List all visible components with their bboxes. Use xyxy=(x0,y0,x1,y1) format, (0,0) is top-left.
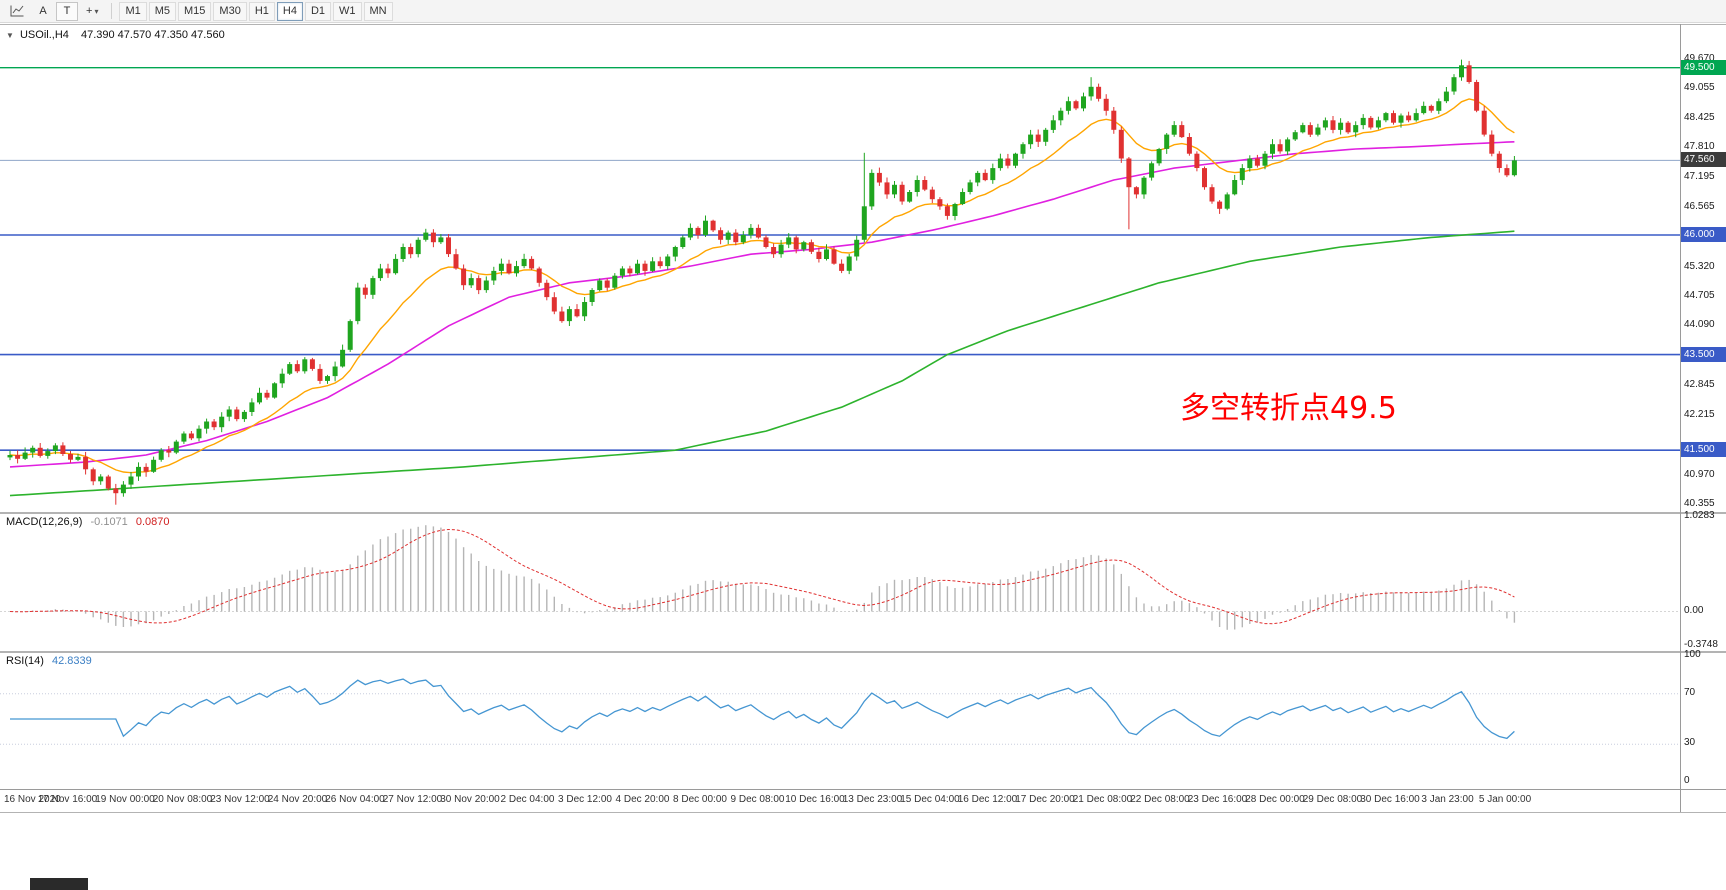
rsi-tick: 30 xyxy=(1684,737,1696,749)
time-tick: 17 Nov 16:00 xyxy=(37,794,98,805)
price-tick: 47.810 xyxy=(1684,141,1715,153)
tick-chart-button[interactable] xyxy=(4,2,30,21)
time-tick: 28 Dec 00:00 xyxy=(1245,794,1305,805)
chart-annotation: 多空转折点49.5 xyxy=(1180,391,1397,426)
price-tick: 44.090 xyxy=(1684,319,1715,331)
price-level-badge: 49.500 xyxy=(1681,59,1726,75)
price-tick: 42.845 xyxy=(1684,378,1715,390)
time-tick: 4 Dec 20:00 xyxy=(615,794,670,805)
timeframe-m30[interactable]: M30 xyxy=(213,1,247,21)
time-tick: 23 Dec 16:00 xyxy=(1187,794,1248,805)
price-tick: 49.055 xyxy=(1684,81,1715,93)
time-tick: 17 Dec 20:00 xyxy=(1015,794,1075,805)
toolbar-separator xyxy=(111,3,113,19)
timeframe-w1[interactable]: W1 xyxy=(333,1,362,21)
timeframe-m1[interactable]: M1 xyxy=(119,1,147,21)
timeframe-mn[interactable]: MN xyxy=(363,1,393,21)
time-tick: 27 Nov 12:00 xyxy=(382,794,443,805)
price-tick: 42.215 xyxy=(1684,409,1715,420)
timeframe-m5[interactable]: M5 xyxy=(148,1,177,21)
time-tick: 8 Dec 00:00 xyxy=(673,794,727,805)
time-tick: 2 Dec 04:00 xyxy=(500,794,555,805)
chart-title: ▼ USOil.,H4 47.390 47.570 47.350 47.560 xyxy=(6,29,225,41)
window-bottom-border xyxy=(0,812,1726,813)
time-tick: 10 Dec 16:00 xyxy=(785,794,845,805)
time-tick: 22 Dec 08:00 xyxy=(1130,794,1190,805)
time-tick: 26 Nov 04:00 xyxy=(325,794,385,805)
price-axis-border xyxy=(1680,24,1681,812)
price-tick: 45.320 xyxy=(1684,260,1715,272)
timeframe-h4[interactable]: H4 xyxy=(276,1,303,21)
symbol-period: USOil.,H4 xyxy=(19,29,69,41)
timeframe-d1[interactable]: D1 xyxy=(304,1,332,21)
time-tick: 5 Jan 00:00 xyxy=(1478,794,1532,805)
time-tick: 9 Dec 08:00 xyxy=(730,794,785,805)
rsi-label: RSI(14) 42.8339 xyxy=(6,655,97,667)
macd-signal-value: 0.0870 xyxy=(135,516,170,528)
time-tick: 21 Dec 08:00 xyxy=(1072,794,1133,805)
rsi-tick: 100 xyxy=(1684,649,1701,660)
time-tick: 20 Nov 08:00 xyxy=(152,794,213,805)
time-tick: 19 Nov 00:00 xyxy=(95,794,155,805)
price-tick: 44.705 xyxy=(1684,289,1715,301)
collapse-triangle-icon: ▼ xyxy=(6,31,14,40)
price-level-badge: 43.500 xyxy=(1681,346,1726,362)
tick-chart-icon xyxy=(10,5,24,17)
price-level-badge: 46.000 xyxy=(1681,227,1726,243)
time-tick: 3 Jan 23:00 xyxy=(1421,794,1474,805)
time-tick: 30 Dec 16:00 xyxy=(1360,794,1420,805)
macd-name: MACD(12,26,9) xyxy=(6,516,83,528)
price-tick: 40.970 xyxy=(1684,468,1715,480)
price-axis[interactable]: 49.670 49.055 48.425 47.810 47.195 46.565 45.3… xyxy=(1681,0,1726,890)
price-tick: 46.565 xyxy=(1684,201,1715,213)
price-tick: 49.670 xyxy=(1684,52,1715,64)
panel-separator-macd[interactable] xyxy=(0,512,1726,514)
rsi-value: 42.8339 xyxy=(51,655,92,667)
price-tick: 47.195 xyxy=(1684,170,1715,182)
time-tick: 16 Nov 2020 xyxy=(4,794,61,805)
macd-label: MACD(12,26,9) -0.1071 0.0870 xyxy=(6,516,175,528)
price-tick: 40.355 xyxy=(1684,497,1715,509)
scrollbar-fragment[interactable] xyxy=(30,878,88,890)
toolbar: A T + ▾ M1 M5 M15 M30 H1 H4 D1 W1 MN xyxy=(0,0,1726,23)
text-tool-button[interactable]: T xyxy=(56,1,78,21)
time-tick: 24 Nov 20:00 xyxy=(267,794,328,805)
macd-tick: 0.00 xyxy=(1684,604,1704,616)
macd-main-value: -0.1071 xyxy=(90,516,128,528)
time-tick: 3 Dec 12:00 xyxy=(558,794,612,805)
timeframe-m15[interactable]: M15 xyxy=(178,1,212,21)
time-tick: 30 Nov 20:00 xyxy=(440,794,500,805)
current-price-badge: 47.560 xyxy=(1681,152,1726,168)
ohlc-values: 47.390 47.570 47.350 47.560 xyxy=(80,29,225,41)
panel-separator-rsi[interactable] xyxy=(0,651,1726,653)
rsi-tick: 0 xyxy=(1684,775,1690,786)
timeframe-h1[interactable]: H1 xyxy=(248,1,275,21)
time-axis[interactable]: 16 Nov 2020 17 Nov 16:00 19 Nov 00:00 20 No… xyxy=(0,792,1680,810)
time-tick: 13 Dec 23:00 xyxy=(842,794,903,805)
price-level-badge: 41.500 xyxy=(1681,442,1726,458)
rsi-tick: 70 xyxy=(1684,686,1696,698)
chevron-down-icon: ▾ xyxy=(94,6,99,16)
time-tick: 23 Nov 12:00 xyxy=(210,794,270,805)
time-tick: 15 Dec 04:00 xyxy=(900,794,960,805)
macd-tick: -0.3748 xyxy=(1684,639,1718,650)
macd-tick: 1.0283 xyxy=(1684,510,1715,521)
time-axis-border xyxy=(0,789,1726,790)
price-tick: 48.425 xyxy=(1684,112,1715,124)
rsi-name: RSI(14) xyxy=(6,655,44,667)
cursor-a-button[interactable]: A xyxy=(32,2,54,21)
time-tick: 29 Dec 08:00 xyxy=(1302,794,1363,805)
time-tick: 16 Dec 12:00 xyxy=(957,794,1018,805)
drawing-tools-dropdown[interactable]: + ▾ xyxy=(80,2,104,21)
cross-tool-icon: + xyxy=(86,5,93,17)
window-top-border xyxy=(0,24,1726,25)
